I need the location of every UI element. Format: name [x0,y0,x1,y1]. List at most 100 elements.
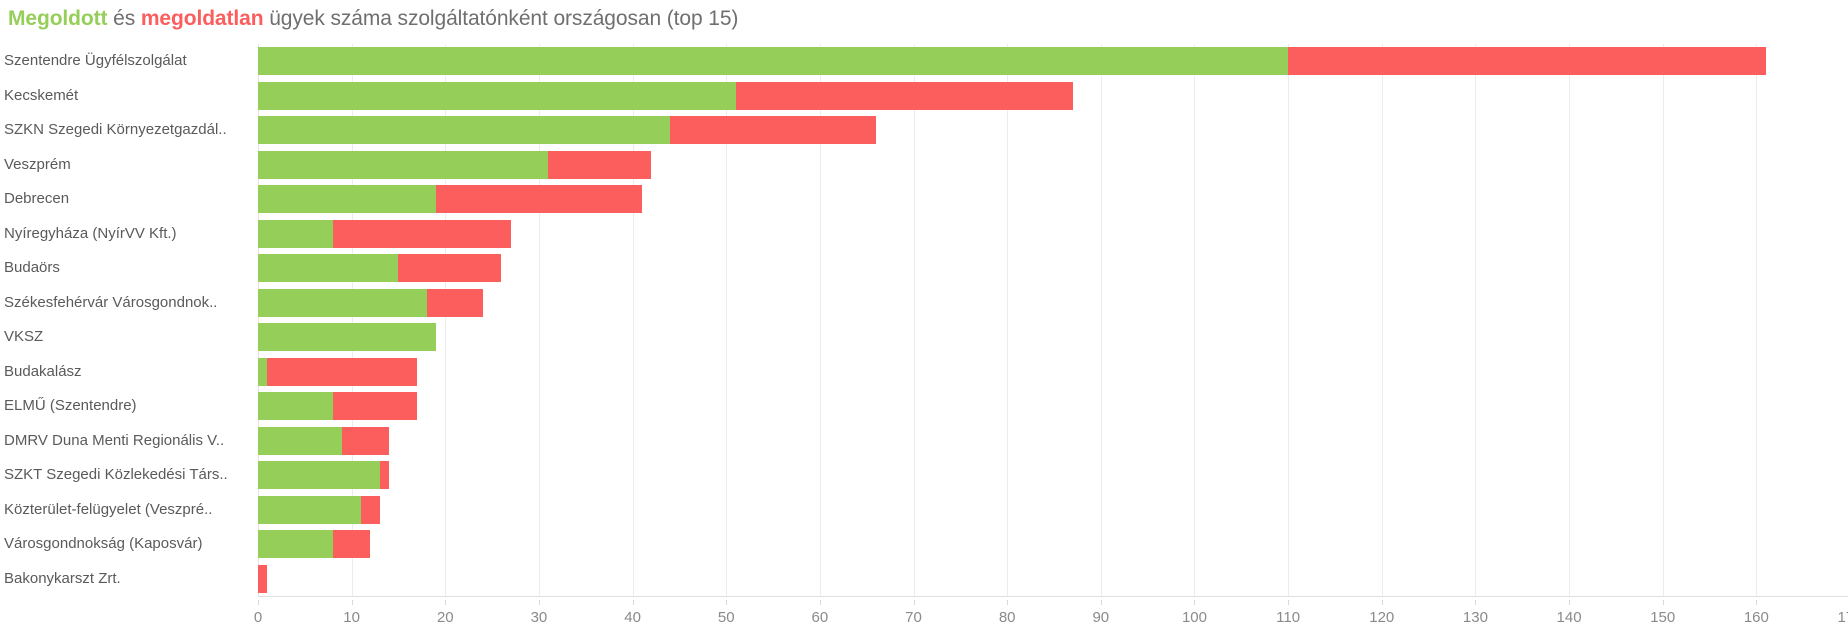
bar-segment-unsolved[interactable] [361,495,380,524]
bar-segment-solved[interactable] [258,254,399,283]
bar-row[interactable] [258,150,1848,179]
y-axis-label: VKSZ [4,328,44,346]
bar-row[interactable] [258,81,1848,110]
x-axis-tick-label: 170 [1837,609,1848,626]
gridline [1288,44,1290,596]
bar-segment-solved[interactable] [258,495,361,524]
x-axis-line [258,596,1848,597]
bar-segment-solved[interactable] [258,530,333,559]
bar-row[interactable] [258,185,1848,214]
x-axis-tick [913,600,915,605]
x-axis-tick-label: 100 [1181,609,1207,626]
x-axis-tick [1662,600,1664,605]
y-axis-label: Szentendre Ügyfélszolgálat [4,52,187,70]
y-axis-label: Bakonykarszt Zrt. [4,569,121,587]
bar-row[interactable] [258,47,1848,76]
bar-segment-solved[interactable] [258,323,436,352]
bar-segment-unsolved[interactable] [548,150,652,179]
gridlines [258,44,1848,596]
title-tail: ügyek száma szolgáltatónként országosan … [263,7,739,30]
bar-segment-solved[interactable] [258,47,1289,76]
gridline [1475,44,1477,596]
bar-segment-solved[interactable] [258,81,736,110]
bar-row[interactable] [258,323,1848,352]
gridline [1194,44,1196,596]
y-axis-labels: Szentendre Ügyfélszolgálat Kecskemét SZKN … [0,44,250,596]
bar-segment-unsolved[interactable] [398,254,502,283]
bar-segment-unsolved[interactable] [332,392,418,421]
bar-segment-solved[interactable] [258,185,436,214]
bar-segment-unsolved[interactable] [342,426,390,455]
x-axis-tick-label: 30 [530,609,548,626]
y-axis-label: Debrecen [4,190,70,208]
bar-segment-unsolved[interactable] [379,461,390,490]
bar-segment-unsolved[interactable] [332,219,511,248]
bar-segment-unsolved[interactable] [1288,47,1766,76]
bar-row[interactable] [258,461,1848,490]
bar-row[interactable] [258,288,1848,317]
bar-row[interactable] [258,357,1848,386]
y-axis-label: Városgondnokság (Kaposvár) [4,535,203,553]
bar-segment-unsolved[interactable] [670,116,877,145]
bar-row[interactable] [258,392,1848,421]
x-axis-tick-label: 0 [253,609,263,626]
x-axis-tick [1007,600,1009,605]
gridline [632,44,634,596]
x-axis-tick-label: 110 [1276,609,1301,626]
chart-title: Megoldott és megoldatlan ügyek száma szo… [8,7,738,31]
title-connector: és [107,7,141,30]
x-axis-tick [1288,600,1290,605]
bar-row[interactable] [258,254,1848,283]
y-axis-label: ELMŰ (Szentendre) [4,397,137,415]
bar-row[interactable] [258,564,1848,593]
x-axis-tick-label: 70 [905,609,922,626]
bar-segment-solved[interactable] [258,357,268,386]
x-axis-tick-label: 20 [436,609,454,626]
gridline [445,44,447,596]
bar-segment-unsolved[interactable] [258,564,268,593]
bar-segment-solved[interactable] [258,426,343,455]
x-axis-tick-label: 80 [998,609,1016,626]
y-axis-label: Székesfehérvár Városgondnok.. [4,293,218,311]
gridline [538,44,540,596]
bar-rows [258,44,1848,596]
bar-segment-solved[interactable] [258,461,380,490]
bar-row[interactable] [258,219,1848,248]
bar-segment-unsolved[interactable] [426,288,483,317]
gridline [1756,44,1758,596]
x-axis-tick [819,600,821,605]
y-axis-label: SZKT Szegedi Közlekedési Társ.. [4,466,228,484]
x-axis-tick [351,600,353,605]
y-axis-label: Budakalász [4,362,82,380]
bar-segment-solved[interactable] [258,116,671,145]
bar-segment-unsolved[interactable] [332,530,371,559]
bar-row[interactable] [258,530,1848,559]
gridline [1662,44,1664,596]
x-axis-tick-label: 90 [1092,609,1110,626]
plot-area [258,44,1848,596]
bar-segment-solved[interactable] [258,150,549,179]
bar-segment-unsolved[interactable] [435,185,642,214]
bar-segment-unsolved[interactable] [735,81,1073,110]
title-keyword-unsolved: megoldatlan [140,7,264,30]
gridline [1381,44,1383,596]
x-axis-tick [1194,600,1196,605]
bar-row[interactable] [258,116,1848,145]
x-axis-tick-label: 160 [1743,609,1769,626]
bar-row[interactable] [258,495,1848,524]
bar-segment-solved[interactable] [258,288,427,317]
y-axis-label: Budaörs [4,259,60,277]
x-axis-tick-label: 140 [1556,609,1582,626]
x-axis-tick [1569,600,1571,605]
x-axis-tick [1381,600,1383,605]
bar-segment-solved[interactable] [258,219,333,248]
x-axis-tick-label: 50 [717,609,735,626]
x-axis-tick-label: 10 [343,609,360,626]
bar-row[interactable] [258,426,1848,455]
gridline [258,44,259,596]
y-axis-label: Nyíregyháza (NyírVV Kft.) [4,224,177,242]
bar-segment-solved[interactable] [258,392,333,421]
gridline [351,44,353,596]
bar-segment-unsolved[interactable] [267,357,418,386]
